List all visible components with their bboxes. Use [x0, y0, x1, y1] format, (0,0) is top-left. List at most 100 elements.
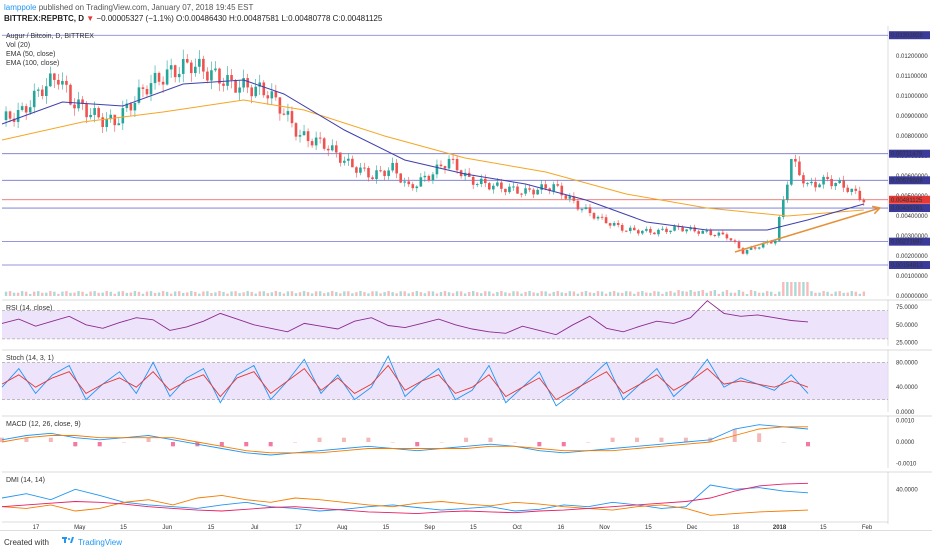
high-label: H: [228, 14, 237, 23]
volume-bar [504, 292, 507, 296]
candle [624, 230, 628, 232]
macd-histogram-bar [488, 437, 493, 442]
candle [512, 186, 515, 188]
author-link[interactable]: lamppole [4, 3, 37, 12]
candle [254, 86, 258, 97]
volume-bar [12, 292, 16, 296]
candle [375, 170, 378, 180]
candle [65, 80, 68, 85]
candle [214, 68, 217, 71]
candle [238, 87, 241, 93]
volume-bar [347, 291, 350, 296]
volume-bar [802, 282, 805, 296]
macd-histogram-bar [806, 442, 810, 447]
volume-bar [210, 293, 213, 296]
candle [218, 68, 221, 84]
candle [185, 59, 189, 63]
candle [709, 230, 713, 236]
candle [769, 241, 773, 244]
volume-bar [327, 292, 330, 296]
candle [451, 158, 455, 160]
volume-bar [649, 292, 652, 296]
rsi-line [1, 300, 809, 336]
volume-bar [588, 292, 592, 296]
volume-bar [194, 291, 197, 296]
volume-bar [560, 292, 563, 296]
candle [492, 185, 495, 190]
tradingview-link[interactable]: TradingView [78, 538, 123, 547]
candle [242, 78, 245, 88]
candle [749, 247, 753, 250]
volume-bar [379, 293, 382, 296]
volume-bar [93, 291, 96, 296]
candle [230, 75, 233, 81]
price-tick-label: 0.00900000 [896, 114, 928, 120]
candle [298, 135, 302, 137]
candle [165, 69, 169, 85]
time-tick-label: Sep [424, 525, 435, 530]
macd-histogram-bar [219, 442, 224, 447]
volume-bar [302, 291, 306, 296]
candle [790, 158, 793, 185]
volume-bar [178, 291, 181, 296]
candle [278, 97, 282, 114]
candle [326, 148, 330, 151]
stoch-tick-label: 40.0000 [896, 385, 918, 391]
volume-bar [782, 282, 785, 296]
macd-histogram-bar [268, 442, 273, 447]
volume-bar [612, 291, 616, 296]
chart-canvas[interactable]: 0.01200000 0.01100000 0.01000000 0.00900000… [0, 26, 932, 530]
candle [443, 166, 447, 169]
volume-bar [331, 291, 334, 296]
volume-bar [862, 291, 866, 296]
time-tick-label: Dec [687, 525, 698, 530]
candle [689, 227, 692, 230]
volume-bar [105, 291, 108, 296]
volume-bar [89, 291, 92, 296]
volume-bar [484, 291, 487, 296]
volume-bar [653, 291, 656, 296]
candle [286, 111, 290, 115]
volume-bar [173, 291, 177, 296]
price-change: −0.00005327 (−1.1%) [96, 14, 174, 23]
candle [81, 99, 84, 105]
volume-bar [625, 291, 628, 296]
candle [338, 152, 342, 163]
volume-bar [214, 292, 217, 296]
level-tag [889, 204, 930, 213]
volume-bar [447, 292, 451, 296]
candle [544, 184, 547, 189]
macd-histogram-bar [390, 442, 395, 443]
volume-bar [69, 292, 72, 296]
dmi-label: DMI (14, 14) [6, 477, 45, 484]
level-tag-label: 0.00154813 [891, 263, 923, 269]
candle [270, 91, 274, 99]
macd-histogram-bar [781, 442, 786, 443]
candle [24, 106, 28, 113]
volume-bar [592, 292, 596, 296]
candle [580, 209, 584, 211]
candle [592, 213, 596, 219]
volume-bar [206, 291, 209, 296]
created-with-text: Created with [4, 538, 49, 547]
candle [439, 164, 443, 167]
candle [61, 80, 64, 85]
time-tick-label: 15 [208, 525, 215, 530]
level-tag [889, 149, 930, 158]
volume-bar [294, 293, 298, 296]
volume-bar [24, 291, 28, 296]
candle [16, 109, 20, 122]
macd-histogram-bar [48, 437, 53, 442]
volume-bar [520, 293, 523, 296]
candle [363, 167, 366, 169]
candle [733, 240, 737, 242]
volume-bar [343, 291, 346, 296]
macd-histogram-bar [635, 437, 640, 442]
candle [351, 158, 354, 168]
rsi-band [2, 310, 888, 339]
candle [717, 232, 721, 236]
volume-bar [717, 293, 721, 296]
candle [516, 186, 519, 194]
volume-bar [806, 282, 809, 296]
volume-bar [53, 291, 56, 296]
